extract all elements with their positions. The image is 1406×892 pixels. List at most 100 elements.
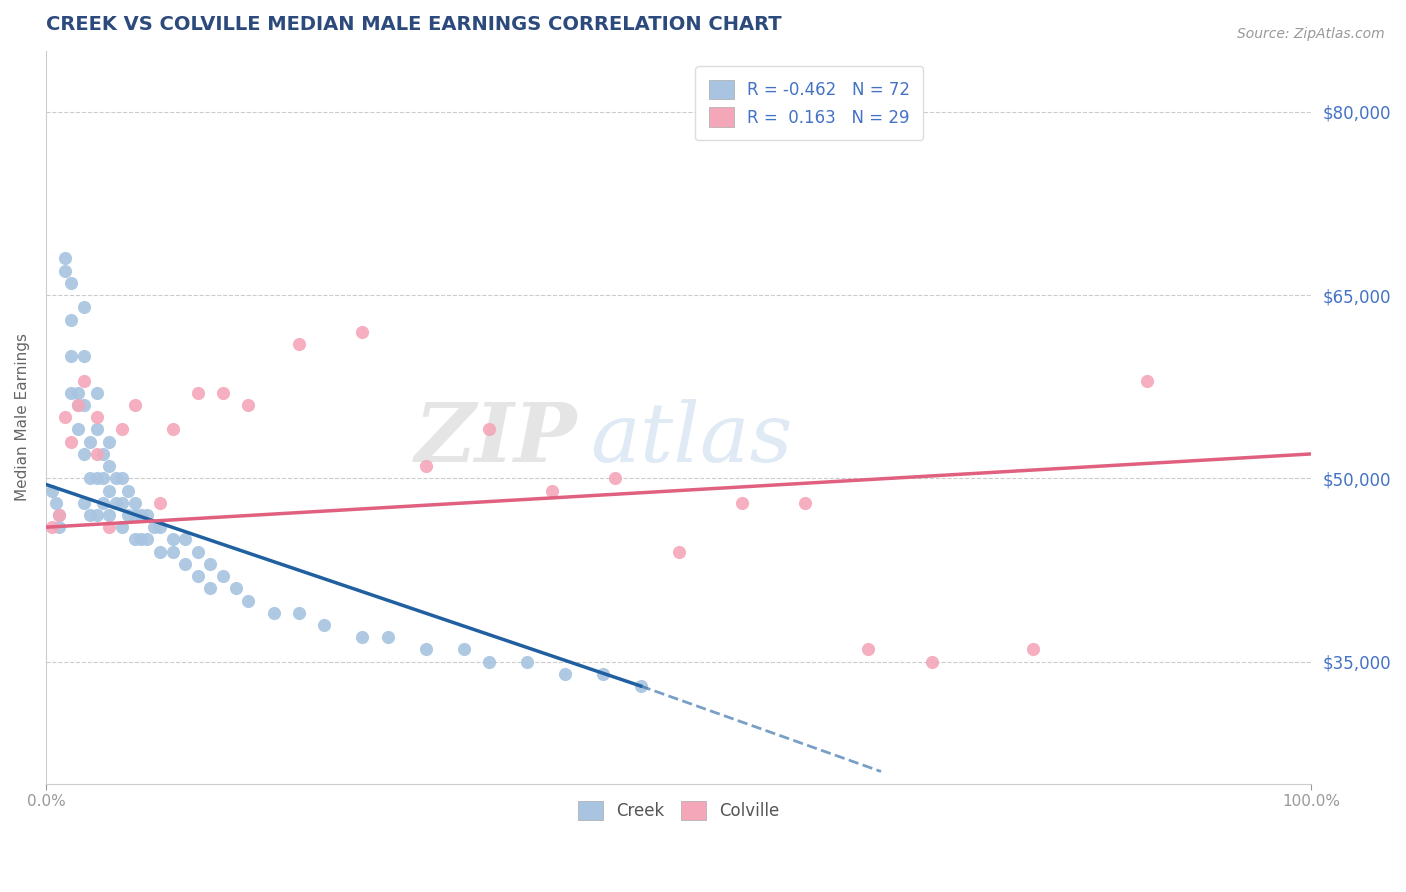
- Point: [187, 385, 209, 400]
- Point: [111, 471, 134, 485]
- Point: [554, 666, 576, 681]
- Text: Source: ZipAtlas.com: Source: ZipAtlas.com: [1237, 27, 1385, 41]
- Point: [60, 434, 83, 449]
- Point: [41, 520, 63, 534]
- Text: ZIP: ZIP: [415, 400, 578, 479]
- Point: [86, 423, 108, 437]
- Point: [187, 569, 209, 583]
- Point: [79, 434, 101, 449]
- Point: [731, 496, 754, 510]
- Text: atlas: atlas: [591, 400, 793, 479]
- Point: [288, 337, 311, 351]
- Point: [200, 582, 222, 596]
- Point: [73, 398, 96, 412]
- Point: [162, 533, 184, 547]
- Point: [187, 544, 209, 558]
- Point: [60, 349, 83, 363]
- Legend: Creek, Colville: Creek, Colville: [571, 794, 786, 827]
- Point: [98, 459, 121, 474]
- Point: [314, 618, 336, 632]
- Point: [86, 385, 108, 400]
- Point: [111, 520, 134, 534]
- Point: [111, 423, 134, 437]
- Point: [174, 557, 197, 571]
- Point: [73, 349, 96, 363]
- Point: [415, 459, 437, 474]
- Point: [212, 569, 235, 583]
- Point: [104, 496, 127, 510]
- Point: [48, 508, 70, 522]
- Point: [858, 642, 880, 657]
- Point: [592, 666, 614, 681]
- Point: [86, 471, 108, 485]
- Point: [238, 593, 260, 607]
- Point: [516, 655, 538, 669]
- Point: [1136, 374, 1159, 388]
- Point: [48, 520, 70, 534]
- Point: [149, 496, 172, 510]
- Point: [149, 544, 172, 558]
- Point: [124, 508, 146, 522]
- Point: [129, 533, 152, 547]
- Point: [60, 276, 83, 290]
- Point: [1022, 642, 1045, 657]
- Point: [66, 385, 89, 400]
- Point: [91, 496, 114, 510]
- Point: [98, 520, 121, 534]
- Point: [352, 630, 374, 644]
- Point: [162, 544, 184, 558]
- Point: [53, 410, 76, 425]
- Point: [136, 508, 159, 522]
- Point: [149, 520, 172, 534]
- Point: [48, 508, 70, 522]
- Point: [478, 423, 501, 437]
- Point: [73, 496, 96, 510]
- Point: [53, 252, 76, 266]
- Point: [142, 520, 165, 534]
- Point: [66, 423, 89, 437]
- Point: [124, 496, 146, 510]
- Point: [162, 423, 184, 437]
- Point: [79, 471, 101, 485]
- Point: [60, 312, 83, 326]
- Point: [200, 557, 222, 571]
- Point: [104, 471, 127, 485]
- Point: [41, 483, 63, 498]
- Point: [53, 263, 76, 277]
- Point: [79, 508, 101, 522]
- Point: [238, 398, 260, 412]
- Point: [73, 374, 96, 388]
- Point: [212, 385, 235, 400]
- Point: [377, 630, 399, 644]
- Point: [98, 434, 121, 449]
- Point: [73, 301, 96, 315]
- Point: [91, 471, 114, 485]
- Point: [45, 496, 67, 510]
- Point: [453, 642, 475, 657]
- Point: [136, 533, 159, 547]
- Point: [478, 655, 501, 669]
- Point: [60, 385, 83, 400]
- Point: [86, 410, 108, 425]
- Point: [117, 508, 139, 522]
- Point: [86, 508, 108, 522]
- Y-axis label: Median Male Earnings: Median Male Earnings: [15, 334, 30, 501]
- Point: [66, 398, 89, 412]
- Point: [630, 679, 652, 693]
- Point: [794, 496, 817, 510]
- Point: [288, 606, 311, 620]
- Point: [124, 533, 146, 547]
- Point: [263, 606, 285, 620]
- Text: CREEK VS COLVILLE MEDIAN MALE EARNINGS CORRELATION CHART: CREEK VS COLVILLE MEDIAN MALE EARNINGS C…: [46, 15, 782, 34]
- Point: [668, 544, 690, 558]
- Point: [98, 483, 121, 498]
- Point: [129, 508, 152, 522]
- Point: [605, 471, 627, 485]
- Point: [921, 655, 943, 669]
- Point: [66, 398, 89, 412]
- Point: [415, 642, 437, 657]
- Point: [98, 508, 121, 522]
- Point: [111, 496, 134, 510]
- Point: [73, 447, 96, 461]
- Point: [225, 582, 247, 596]
